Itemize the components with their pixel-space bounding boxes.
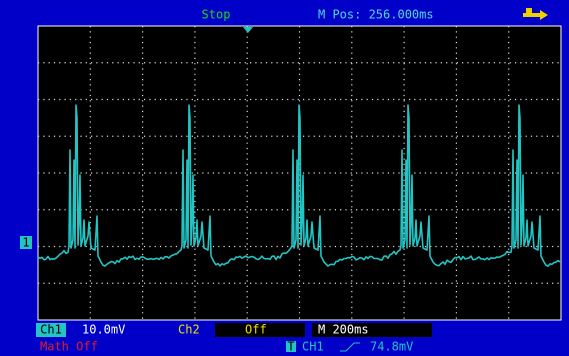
math-state: Math Off <box>40 340 98 354</box>
ch2-state: Off <box>245 323 267 337</box>
channel-marker-label: 1 <box>22 236 29 250</box>
trigger-badge-label: T <box>287 340 294 354</box>
run-status: Stop <box>202 8 231 22</box>
trigger-source: CH1 <box>302 340 324 354</box>
ch1-label: Ch1 <box>40 323 62 337</box>
horizontal-position: M Pos: 256.000ms <box>318 8 434 22</box>
trigger-level: 74.8mV <box>370 340 413 354</box>
ch2-label: Ch2 <box>178 323 200 337</box>
timebase: M 200ms <box>318 323 369 337</box>
oscilloscope-screen: Stop M Pos: 256.000ms 1 Ch1 10.0mV Ch2 O… <box>0 0 569 356</box>
ch1-scale: 10.0mV <box>82 323 125 337</box>
